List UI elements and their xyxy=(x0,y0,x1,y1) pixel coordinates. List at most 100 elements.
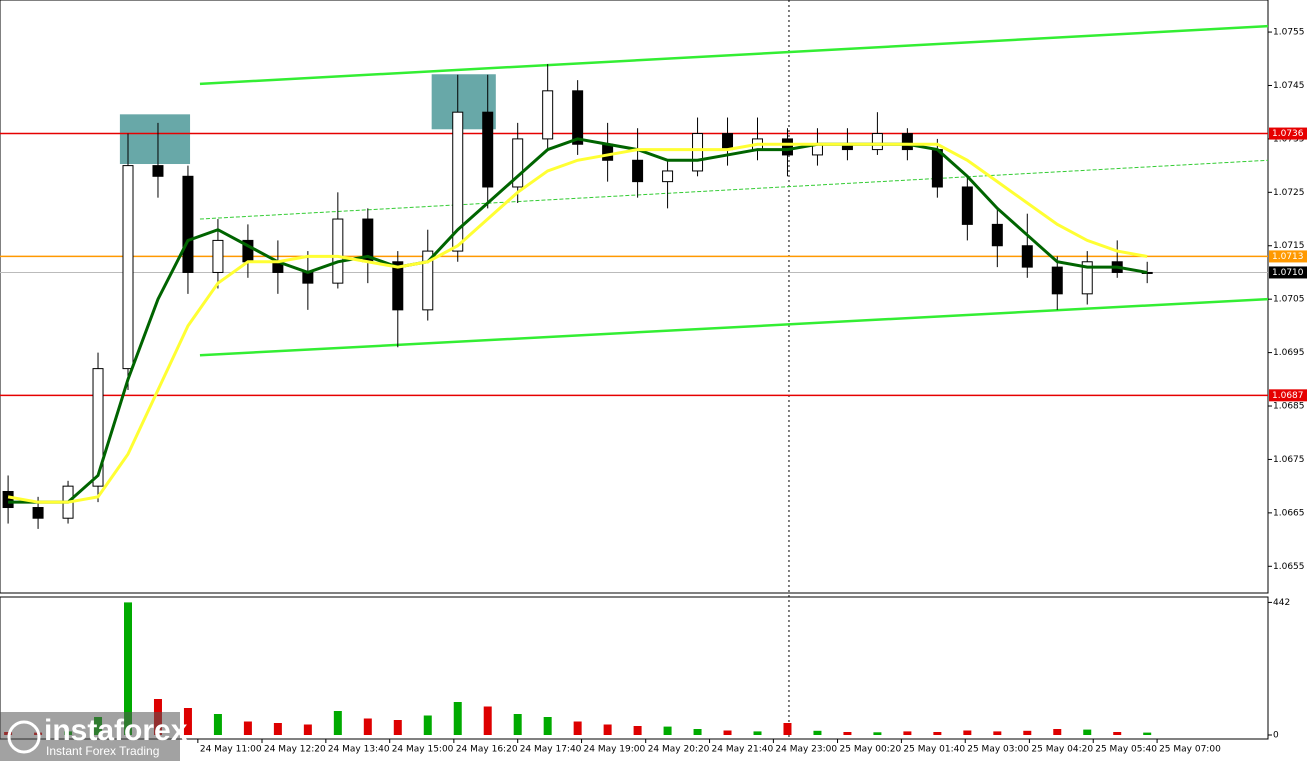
x-tick-label: 25 May 00:20 xyxy=(840,745,902,755)
volume-bar xyxy=(1053,729,1062,735)
y-tick-label: 1.0655 xyxy=(1273,562,1305,572)
price-panel xyxy=(0,0,1269,594)
volume-bar xyxy=(663,726,672,735)
candle-body xyxy=(1021,245,1033,268)
volume-bar xyxy=(243,721,252,735)
x-tick-label: 24 May 23:00 xyxy=(775,745,837,755)
volume-bar xyxy=(333,711,342,735)
candle-body xyxy=(781,138,793,156)
candle-body xyxy=(692,133,704,172)
volume-bar xyxy=(453,702,462,735)
volume-bar xyxy=(603,724,612,735)
volume-bar xyxy=(423,715,432,735)
brand-tagline: Instant Forex Trading xyxy=(46,744,159,758)
candle-body xyxy=(122,165,134,370)
volume-bar xyxy=(513,714,522,735)
volume-bar xyxy=(933,732,942,735)
candle-body xyxy=(452,111,464,252)
y-tick-label: 1.0695 xyxy=(1273,348,1305,358)
candle-body xyxy=(482,111,494,188)
volume-bar xyxy=(813,730,822,735)
channel-line xyxy=(199,297,1269,357)
x-tick-label: 25 May 04:20 xyxy=(1031,745,1093,755)
y-tick-label: 1.0675 xyxy=(1273,455,1305,465)
logo-backdrop xyxy=(0,712,180,761)
x-tick-label: 24 May 13:40 xyxy=(328,745,390,755)
level-tag xyxy=(1269,266,1307,279)
channel-line xyxy=(199,24,1269,86)
candle-body xyxy=(662,170,674,183)
channel-line xyxy=(199,159,1269,220)
volume-bar xyxy=(393,720,402,735)
volume-bar xyxy=(123,602,132,735)
y-tick-label: 1.0715 xyxy=(1273,241,1305,251)
x-tick-label: 24 May 17:40 xyxy=(520,745,582,755)
candle-body xyxy=(92,368,104,487)
candle-body xyxy=(991,223,1003,247)
candle-body xyxy=(32,507,44,519)
x-tick-label: 25 May 03:00 xyxy=(967,745,1029,755)
volume-bar xyxy=(363,718,372,735)
volume-bar xyxy=(303,724,312,735)
candle-body xyxy=(212,239,224,273)
volume-bar xyxy=(753,731,762,735)
volume-bar xyxy=(273,723,282,735)
level-label: 1.0713 xyxy=(1272,252,1304,262)
volume-bar xyxy=(723,730,732,735)
x-tick-label: 24 May 20:20 xyxy=(648,745,710,755)
volume-bar xyxy=(693,729,702,735)
x-tick-label: 24 May 12:20 xyxy=(264,745,326,755)
volume-bar xyxy=(843,732,852,735)
level-tag xyxy=(1269,127,1307,140)
volume-bar xyxy=(573,721,582,735)
candle-body xyxy=(602,143,614,161)
level-label: 1.0736 xyxy=(1272,129,1304,139)
y-tick-label: 1.0745 xyxy=(1273,81,1305,91)
candle-body xyxy=(632,159,644,183)
volume-bar xyxy=(213,714,222,735)
zone xyxy=(119,114,191,165)
volume-bar xyxy=(903,731,912,735)
candle-body xyxy=(901,133,913,151)
candle-body xyxy=(392,261,404,311)
volume-tick-label: 442 xyxy=(1273,598,1290,608)
volume-panel xyxy=(0,596,1269,740)
candle-body xyxy=(422,250,434,311)
x-tick-label: 24 May 16:20 xyxy=(456,745,518,755)
candle-body xyxy=(332,218,344,284)
candle-body xyxy=(542,90,554,140)
candle-body xyxy=(1081,261,1093,295)
candle-body xyxy=(961,186,973,225)
y-tick-label: 1.0705 xyxy=(1273,295,1305,305)
moving-average xyxy=(8,137,1148,504)
volume-bar xyxy=(783,723,792,735)
volume-bar xyxy=(483,706,492,735)
y-tick-label: 1.0665 xyxy=(1273,508,1305,518)
volume-bar xyxy=(1023,730,1032,735)
volume-bar xyxy=(993,731,1002,735)
x-tick-label: 24 May 21:40 xyxy=(712,745,774,755)
volume-bar xyxy=(1083,729,1092,735)
x-tick-label: 24 May 15:00 xyxy=(392,745,454,755)
y-tick-label: 1.0725 xyxy=(1273,188,1305,198)
candle-body xyxy=(302,271,314,284)
candle-body xyxy=(871,133,883,151)
moving-average xyxy=(7,142,1148,504)
x-tick-label: 24 May 11:00 xyxy=(200,745,262,755)
x-tick-label: 25 May 01:40 xyxy=(903,745,965,755)
brand-name: instaforex xyxy=(44,714,188,747)
logo-icon xyxy=(7,720,41,754)
level-label: 1.0687 xyxy=(1272,391,1304,401)
level-tag xyxy=(1269,389,1307,402)
candle-body xyxy=(931,149,943,188)
volume-bar xyxy=(183,708,192,735)
y-tick-label: 1.0755 xyxy=(1273,28,1305,38)
x-tick-label: 25 May 07:00 xyxy=(1159,745,1221,755)
logo: instaforex Instant Forex Trading xyxy=(0,712,188,761)
candle-body xyxy=(1051,266,1063,295)
y-tick-label: 1.0685 xyxy=(1273,402,1305,412)
x-tick-label: 25 May 05:40 xyxy=(1095,745,1157,755)
candle-body xyxy=(152,165,164,177)
